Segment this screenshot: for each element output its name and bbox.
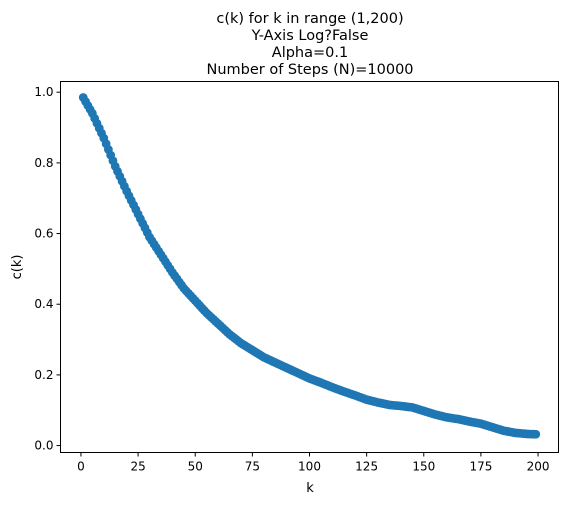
title-line-2: Y-Axis Log?False	[251, 28, 369, 44]
y-tick-label: 0.0	[34, 439, 53, 453]
x-tick-label: 175	[469, 460, 492, 474]
title-line-4: Number of Steps (N)=10000	[206, 62, 413, 78]
x-tick-label: 25	[130, 460, 145, 474]
y-tick-label: 0.6	[34, 227, 53, 241]
y-tick-label: 0.8	[34, 156, 53, 170]
title-line-1: c(k) for k in range (1,200)	[216, 11, 403, 27]
x-axis-label: k	[306, 481, 314, 496]
data-point	[531, 429, 541, 439]
x-tick-label: 75	[245, 460, 260, 474]
y-axis-label: c(k)	[10, 255, 25, 280]
y-tick-label: 0.2	[34, 368, 53, 382]
plot-area-frame	[60, 81, 559, 453]
data-points	[78, 93, 541, 439]
x-axis-ticks: 0 25 50 75 100 125 150 175 200	[77, 452, 550, 474]
y-axis-ticks: 0.0 0.2 0.4 0.6 0.8 1.0	[34, 85, 61, 453]
x-tick-label: 150	[412, 460, 435, 474]
y-tick-label: 1.0	[34, 85, 53, 99]
title-line-3: Alpha=0.1	[272, 45, 348, 61]
x-tick-label: 200	[527, 460, 550, 474]
chart-title: c(k) for k in range (1,200) Y-Axis Log?F…	[206, 11, 413, 78]
x-tick-label: 0	[77, 460, 85, 474]
x-tick-label: 100	[298, 460, 321, 474]
y-tick-label: 0.4	[34, 297, 53, 311]
x-tick-label: 125	[355, 460, 378, 474]
x-tick-label: 50	[188, 460, 203, 474]
